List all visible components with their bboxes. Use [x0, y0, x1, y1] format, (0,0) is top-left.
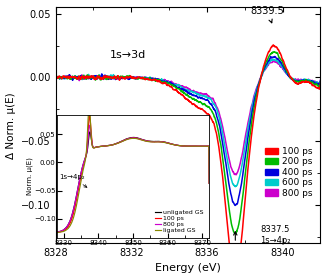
600 ps	[319, 79, 322, 82]
200 ps	[118, 75, 122, 79]
600 ps	[145, 76, 149, 79]
400 ps	[176, 86, 180, 89]
100 ps	[271, 43, 275, 47]
200 ps	[271, 50, 275, 54]
600 ps	[193, 90, 197, 94]
200 ps	[54, 77, 58, 80]
100 ps	[54, 76, 58, 79]
800 ps	[176, 83, 180, 86]
Legend: 100 ps, 200 ps, 400 ps, 600 ps, 800 ps: 100 ps, 200 ps, 400 ps, 600 ps, 800 ps	[261, 143, 316, 201]
100 ps	[193, 103, 197, 107]
Line: 600 ps: 600 ps	[56, 59, 320, 187]
Text: 1s→3d: 1s→3d	[109, 50, 146, 59]
100 ps	[145, 77, 149, 81]
200 ps	[176, 87, 180, 90]
100 ps	[118, 78, 122, 81]
400 ps	[54, 76, 58, 79]
100 ps	[176, 90, 180, 94]
400 ps	[193, 94, 197, 97]
200 ps	[319, 81, 322, 85]
600 ps	[118, 76, 122, 80]
100 ps	[269, 47, 273, 50]
100 ps	[319, 82, 322, 85]
Text: 8339.5: 8339.5	[251, 6, 284, 23]
Line: 400 ps: 400 ps	[56, 56, 320, 205]
800 ps	[118, 76, 122, 80]
X-axis label: Energy (eV): Energy (eV)	[155, 263, 221, 273]
400 ps	[273, 55, 277, 58]
Text: 8337.5
1s→4p₂: 8337.5 1s→4p₂	[260, 225, 290, 246]
Line: 200 ps: 200 ps	[56, 52, 320, 233]
600 ps	[233, 185, 237, 188]
200 ps	[269, 52, 273, 56]
800 ps	[315, 81, 319, 85]
400 ps	[269, 56, 273, 59]
200 ps	[193, 98, 197, 102]
800 ps	[272, 59, 276, 63]
800 ps	[193, 90, 197, 93]
Y-axis label: Δ Norm. μ(E): Δ Norm. μ(E)	[6, 92, 16, 158]
600 ps	[269, 59, 273, 62]
Line: 800 ps: 800 ps	[56, 61, 320, 175]
400 ps	[319, 80, 322, 83]
200 ps	[233, 232, 237, 235]
800 ps	[234, 173, 238, 177]
800 ps	[269, 61, 273, 64]
800 ps	[145, 76, 149, 80]
400 ps	[233, 204, 237, 207]
800 ps	[319, 78, 322, 82]
600 ps	[54, 76, 58, 79]
200 ps	[145, 78, 149, 81]
Line: 100 ps: 100 ps	[56, 45, 320, 273]
100 ps	[233, 271, 237, 274]
600 ps	[176, 83, 180, 86]
400 ps	[145, 77, 149, 81]
600 ps	[315, 80, 319, 83]
400 ps	[315, 82, 319, 85]
800 ps	[54, 76, 58, 79]
100 ps	[315, 86, 319, 89]
600 ps	[271, 58, 274, 61]
400 ps	[118, 77, 122, 80]
200 ps	[315, 83, 319, 86]
